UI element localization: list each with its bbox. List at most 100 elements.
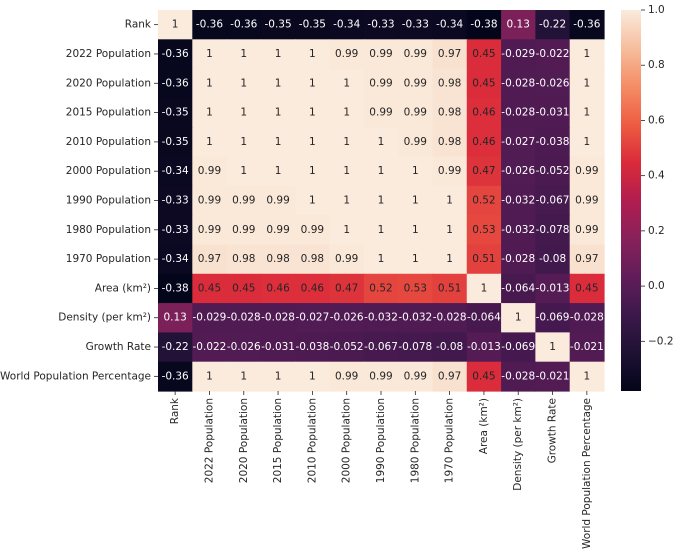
heatmap-cell xyxy=(569,361,605,392)
cell-value-label: 1 xyxy=(309,136,316,148)
x-tick-label-rank: Rank xyxy=(169,397,181,424)
heatmap-cell xyxy=(226,244,262,275)
heatmap-cell xyxy=(501,10,536,40)
cell-value-label: -0.028 xyxy=(570,312,604,324)
cell-value-label: -0.33 xyxy=(367,19,394,31)
cell-value-label: 1 xyxy=(309,48,316,60)
y-tick-label-growth-rate: Growth Rate xyxy=(86,341,151,353)
heatmap-cell xyxy=(329,244,365,275)
heatmap-cell xyxy=(501,127,536,158)
heatmap-cell xyxy=(363,332,399,363)
cell-value-label: 0.99 xyxy=(575,165,598,177)
y-tick-label-world-population-percentage: World Population Percentage xyxy=(0,370,151,382)
cell-value-label: 0.51 xyxy=(438,282,461,294)
heatmap-cell xyxy=(158,332,193,363)
cell-value-label: 1 xyxy=(446,253,453,265)
cell-value-label: 0.13 xyxy=(507,19,530,31)
heatmap-cell xyxy=(295,361,331,392)
cell-value-label: -0.028 xyxy=(501,77,535,89)
cell-value-label: -0.33 xyxy=(402,19,429,31)
heatmap-cell xyxy=(398,97,434,128)
heatmap-cell xyxy=(432,185,468,216)
cell-value-label: 1 xyxy=(584,48,591,60)
heatmap-cell xyxy=(569,273,605,304)
cell-value-label: -0.34 xyxy=(162,165,189,177)
cell-value-label: 1 xyxy=(240,136,247,148)
heatmap-cell xyxy=(158,97,193,128)
cell-value-label: -0.021 xyxy=(536,370,570,382)
heatmap-cell xyxy=(363,185,399,216)
heatmap-cell xyxy=(295,39,331,70)
cell-value-label: -0.028 xyxy=(433,312,467,324)
cell-value-label: 1 xyxy=(172,19,179,31)
heatmap-cell xyxy=(158,273,193,304)
heatmap-cell xyxy=(363,97,399,128)
heatmap-cell xyxy=(295,303,331,333)
cell-value-label: 0.46 xyxy=(266,282,290,294)
heatmap-cell xyxy=(466,303,502,333)
heatmap-cell xyxy=(295,215,331,246)
cell-value-label: 0.51 xyxy=(472,253,495,265)
cell-value-label: -0.34 xyxy=(333,19,360,31)
cell-value-label: -0.028 xyxy=(501,370,535,382)
cell-value-label: -0.064 xyxy=(467,312,501,324)
cell-value-label: -0.067 xyxy=(364,341,398,353)
cell-value-label: 1 xyxy=(584,136,591,148)
heatmap-cell xyxy=(466,39,502,70)
heatmap-cell xyxy=(363,39,399,70)
heatmap-cell xyxy=(466,97,502,128)
heatmap-cell xyxy=(398,68,434,99)
heatmap-cell xyxy=(192,127,228,158)
heatmap-cell xyxy=(398,185,434,216)
heatmap-cell xyxy=(192,185,228,216)
cell-value-label: 1 xyxy=(240,77,247,89)
colorbar-tick-label: 0.8 xyxy=(648,59,665,71)
heatmap-cell xyxy=(535,244,571,275)
cell-value-label: -0.032 xyxy=(501,224,535,236)
colorbar-tick-label: 0.6 xyxy=(648,114,665,126)
heatmap-cell xyxy=(192,68,228,99)
heatmap-cell xyxy=(535,215,571,246)
cell-value-label: 0.98 xyxy=(232,253,255,265)
heatmap-cell xyxy=(432,127,468,158)
heatmap-cell xyxy=(398,10,434,40)
cell-value-label: -0.013 xyxy=(536,282,570,294)
heatmap-cell xyxy=(226,185,262,216)
heatmap-cell xyxy=(501,156,536,187)
heatmap-cell xyxy=(466,10,502,40)
cell-value-label: 0.99 xyxy=(575,195,598,207)
heatmap-cell xyxy=(569,39,605,70)
y-tick-label-1990-population: 1990 Population xyxy=(66,195,151,207)
heatmap-cell xyxy=(501,361,536,392)
cell-value-label: 0.99 xyxy=(369,107,392,119)
cell-value-label: -0.028 xyxy=(501,253,535,265)
cell-value-label: 1 xyxy=(584,77,591,89)
heatmap-cell xyxy=(329,97,365,128)
cell-value-label: 1 xyxy=(378,136,385,148)
heatmap-cell xyxy=(535,361,571,392)
x-tick-label-2015-population: 2015 Population xyxy=(272,398,284,483)
heatmap-cell xyxy=(363,215,399,246)
heatmap-cell xyxy=(466,332,502,363)
heatmap-cell xyxy=(466,68,502,99)
cell-value-label: 0.97 xyxy=(438,48,461,60)
heatmap-cell xyxy=(192,273,228,304)
cell-value-label: 1 xyxy=(275,107,282,119)
heatmap-cell xyxy=(158,303,193,333)
cell-value-label: 0.99 xyxy=(404,48,427,60)
cell-value-label: 1 xyxy=(378,195,385,207)
heatmap-cell xyxy=(363,244,399,275)
cell-value-label: -0.36 xyxy=(573,19,600,31)
cell-value-label: 1 xyxy=(343,77,350,89)
heatmap-cell xyxy=(501,303,536,333)
heatmap-cell xyxy=(295,97,331,128)
cell-value-label: 1 xyxy=(446,195,453,207)
heatmap-cell xyxy=(329,185,365,216)
cell-value-label: 1 xyxy=(584,107,591,119)
y-tick-label-2020-population: 2020 Population xyxy=(66,77,151,89)
cell-value-label: 0.99 xyxy=(369,77,392,89)
cell-value-label: 0.45 xyxy=(472,370,495,382)
heatmap-cell xyxy=(569,303,605,333)
cell-value-label: 1 xyxy=(275,370,282,382)
